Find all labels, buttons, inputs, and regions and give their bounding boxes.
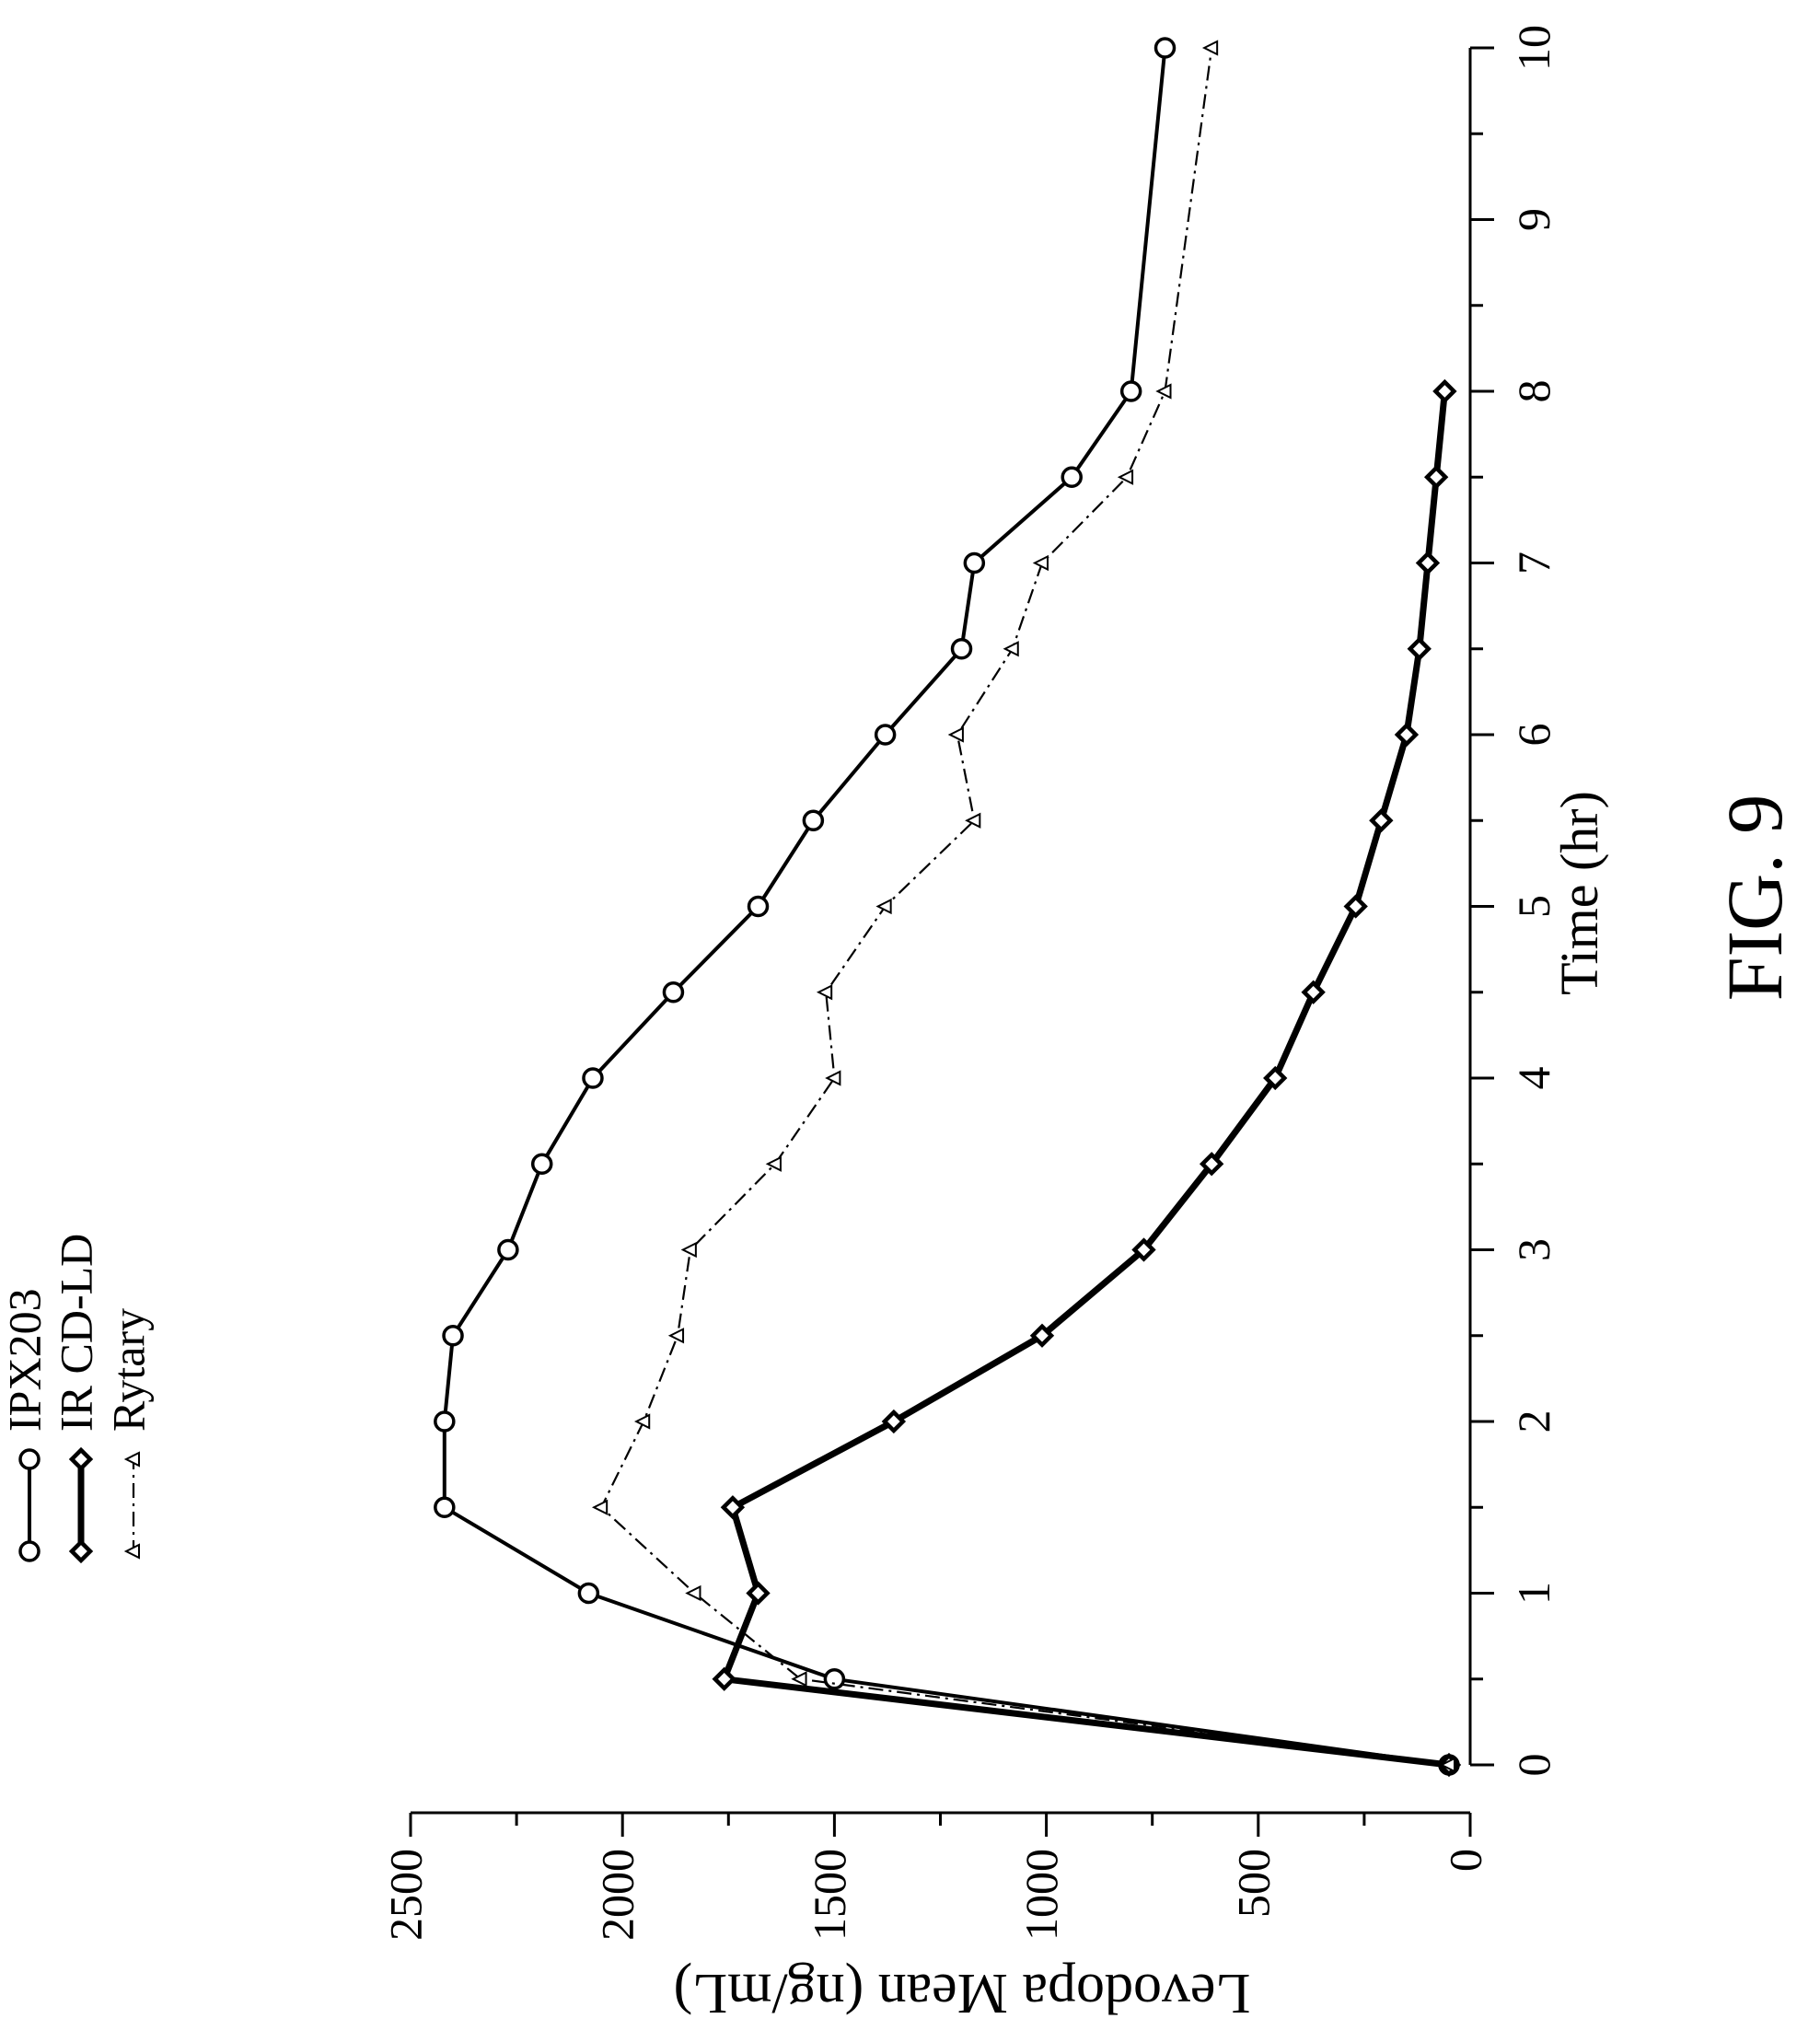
series-ir-cd-ld xyxy=(712,378,1462,1778)
x-tick-label: 9 xyxy=(1508,208,1559,231)
data-point-ipx203 xyxy=(802,809,825,831)
data-point-rytary xyxy=(875,898,892,915)
data-point-rytary xyxy=(680,1241,697,1259)
legend-label-ipx203: IPX203 xyxy=(0,1288,50,1432)
data-point-ir-cd-ld xyxy=(1131,1237,1156,1262)
legend: IPX203 IR CD-LD Rytary xyxy=(0,1234,154,1564)
data-point-rytary xyxy=(1155,383,1172,400)
data-point-ipx203 xyxy=(823,1668,846,1690)
x-tick-label: 3 xyxy=(1508,1238,1559,1261)
x-tick-label: 10 xyxy=(1508,25,1559,71)
data-point-rytary xyxy=(791,1671,807,1688)
data-point-ipx203 xyxy=(1153,37,1177,59)
legend-marker-ir-cd-ld xyxy=(68,1538,94,1564)
x-tick-label: 7 xyxy=(1508,551,1559,574)
data-point-ir-cd-ld xyxy=(1394,722,1420,748)
data-point-rytary xyxy=(685,1584,701,1602)
data-point-ir-cd-ld xyxy=(1029,1323,1055,1348)
data-point-rytary xyxy=(825,1070,841,1086)
legend-marker-ipx203 xyxy=(18,1448,41,1470)
data-point-rytary xyxy=(947,726,964,743)
data-point-ipx203 xyxy=(442,1325,464,1347)
data-point-ir-cd-ld xyxy=(712,1666,736,1691)
y-tick-label: 1000 xyxy=(1015,1849,1067,1941)
data-point-rytary xyxy=(667,1328,685,1344)
data-point-ir-cd-ld xyxy=(1263,1065,1288,1091)
figure-label: FIG. 9 xyxy=(1710,795,1799,1002)
data-point-ipx203 xyxy=(874,724,897,746)
data-point-ir-cd-ld xyxy=(1301,980,1326,1004)
series-line-rytary xyxy=(600,47,1450,1767)
data-point-ipx203 xyxy=(497,1238,519,1261)
data-point-ipx203 xyxy=(577,1582,600,1605)
legend-item-ir-cd-ld: IR CD-LD xyxy=(50,1234,101,1564)
data-point-ipx203 xyxy=(1061,466,1083,488)
data-point-rytary xyxy=(965,812,981,829)
legend-label-ir-cd-ld: IR CD-LD xyxy=(50,1234,101,1432)
data-point-ipx203 xyxy=(1119,380,1142,402)
data-point-ir-cd-ld xyxy=(1415,551,1441,575)
series-line-ipx203 xyxy=(442,47,1450,1767)
data-point-ir-cd-ld xyxy=(1432,378,1457,404)
data-point-ir-cd-ld xyxy=(1199,1152,1224,1177)
data-point-ir-cd-ld xyxy=(720,1495,746,1520)
chart-axes: 0 1 2 3 4 5 6 7 8 9 10 0 500 1000 1500 2000 2500 xyxy=(379,25,1559,1941)
legend-item-ipx203: IPX203 xyxy=(0,1288,50,1562)
legend-marker-rytary xyxy=(123,1451,140,1468)
data-point-ipx203 xyxy=(950,638,973,660)
data-point-rytary xyxy=(1003,641,1019,657)
series-ipx203 xyxy=(434,37,1460,1776)
series-layer xyxy=(434,37,1462,1778)
data-point-ir-cd-ld xyxy=(1423,465,1449,490)
legend-marker-ir-cd-ld xyxy=(68,1446,94,1472)
data-point-rytary xyxy=(765,1155,782,1172)
data-point-ipx203 xyxy=(434,1496,456,1518)
series-rytary xyxy=(591,40,1455,1773)
legend-label-rytary: Rytary xyxy=(102,1308,154,1432)
data-point-ipx203 xyxy=(963,551,986,574)
legend-marker-ipx203 xyxy=(18,1540,41,1562)
x-tick-label: 8 xyxy=(1508,380,1559,403)
y-tick-label: 500 xyxy=(1227,1849,1279,1918)
data-point-ipx203 xyxy=(747,895,770,918)
data-point-rytary xyxy=(1201,40,1219,56)
x-axis-label: Time (hr) xyxy=(1549,791,1609,995)
data-point-ipx203 xyxy=(530,1153,553,1175)
data-point-ir-cd-ld xyxy=(746,1581,771,1606)
data-point-rytary xyxy=(633,1413,651,1430)
data-point-rytary xyxy=(591,1499,609,1515)
y-tick-label: 2000 xyxy=(592,1849,643,1941)
data-point-rytary xyxy=(1117,469,1134,485)
data-point-ir-cd-ld xyxy=(1343,894,1368,919)
y-axis-label: Levodopa Mean (ng/mL) xyxy=(674,1962,1251,2025)
y-tick-label: 0 xyxy=(1439,1849,1490,1872)
data-point-ipx203 xyxy=(434,1410,456,1433)
data-point-rytary xyxy=(816,984,833,1001)
data-point-ir-cd-ld xyxy=(881,1409,907,1434)
x-tick-label: 6 xyxy=(1508,724,1559,747)
legend-marker-rytary xyxy=(123,1543,140,1560)
x-tick-label: 5 xyxy=(1508,895,1559,918)
data-point-ipx203 xyxy=(582,1067,604,1089)
y-tick-label: 1500 xyxy=(804,1849,855,1941)
x-tick-label: 4 xyxy=(1508,1067,1559,1090)
x-tick-label: 1 xyxy=(1508,1582,1559,1605)
x-tick-label: 0 xyxy=(1508,1754,1559,1777)
data-point-ipx203 xyxy=(662,981,685,1004)
legend-item-rytary: Rytary xyxy=(102,1308,154,1560)
y-tick-label: 2500 xyxy=(379,1849,431,1941)
data-point-rytary xyxy=(1032,554,1049,572)
x-tick-label: 2 xyxy=(1508,1410,1559,1433)
data-point-ir-cd-ld xyxy=(1369,808,1394,833)
data-point-ir-cd-ld xyxy=(1407,636,1432,661)
data-point-rytary xyxy=(1439,1757,1455,1773)
